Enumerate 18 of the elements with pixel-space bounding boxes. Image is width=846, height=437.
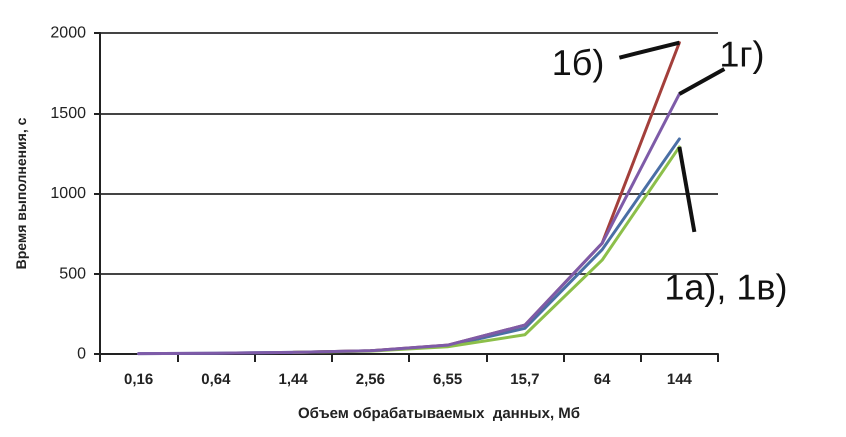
x-tick-label: 15,7 [510,371,540,388]
y-tick-label: 0 [77,346,86,362]
x-tick-label: 0,16 [124,371,154,388]
x-tick-label: 64 [594,371,612,388]
y-tick-label: 2000 [50,24,86,42]
y-axis-title: Время выполнения, с [13,117,29,270]
y-tick-label: 500 [59,265,86,282]
x-axis-title: Объем обрабатываемых данных, Мб [298,405,580,422]
x-tick-label: 1,44 [278,371,308,388]
annotation: 1г) [719,33,765,74]
annotation: 1а), 1в) [664,266,788,308]
annotation: 1б) [552,42,604,84]
x-tick-label: 6,55 [433,371,462,388]
y-tick-label: 1000 [50,185,86,202]
x-tick-label: 0,64 [201,371,232,388]
x-tick-label: 144 [666,371,693,388]
y-tick-label: 1500 [50,104,86,122]
x-tick-label: 2,56 [356,371,385,388]
